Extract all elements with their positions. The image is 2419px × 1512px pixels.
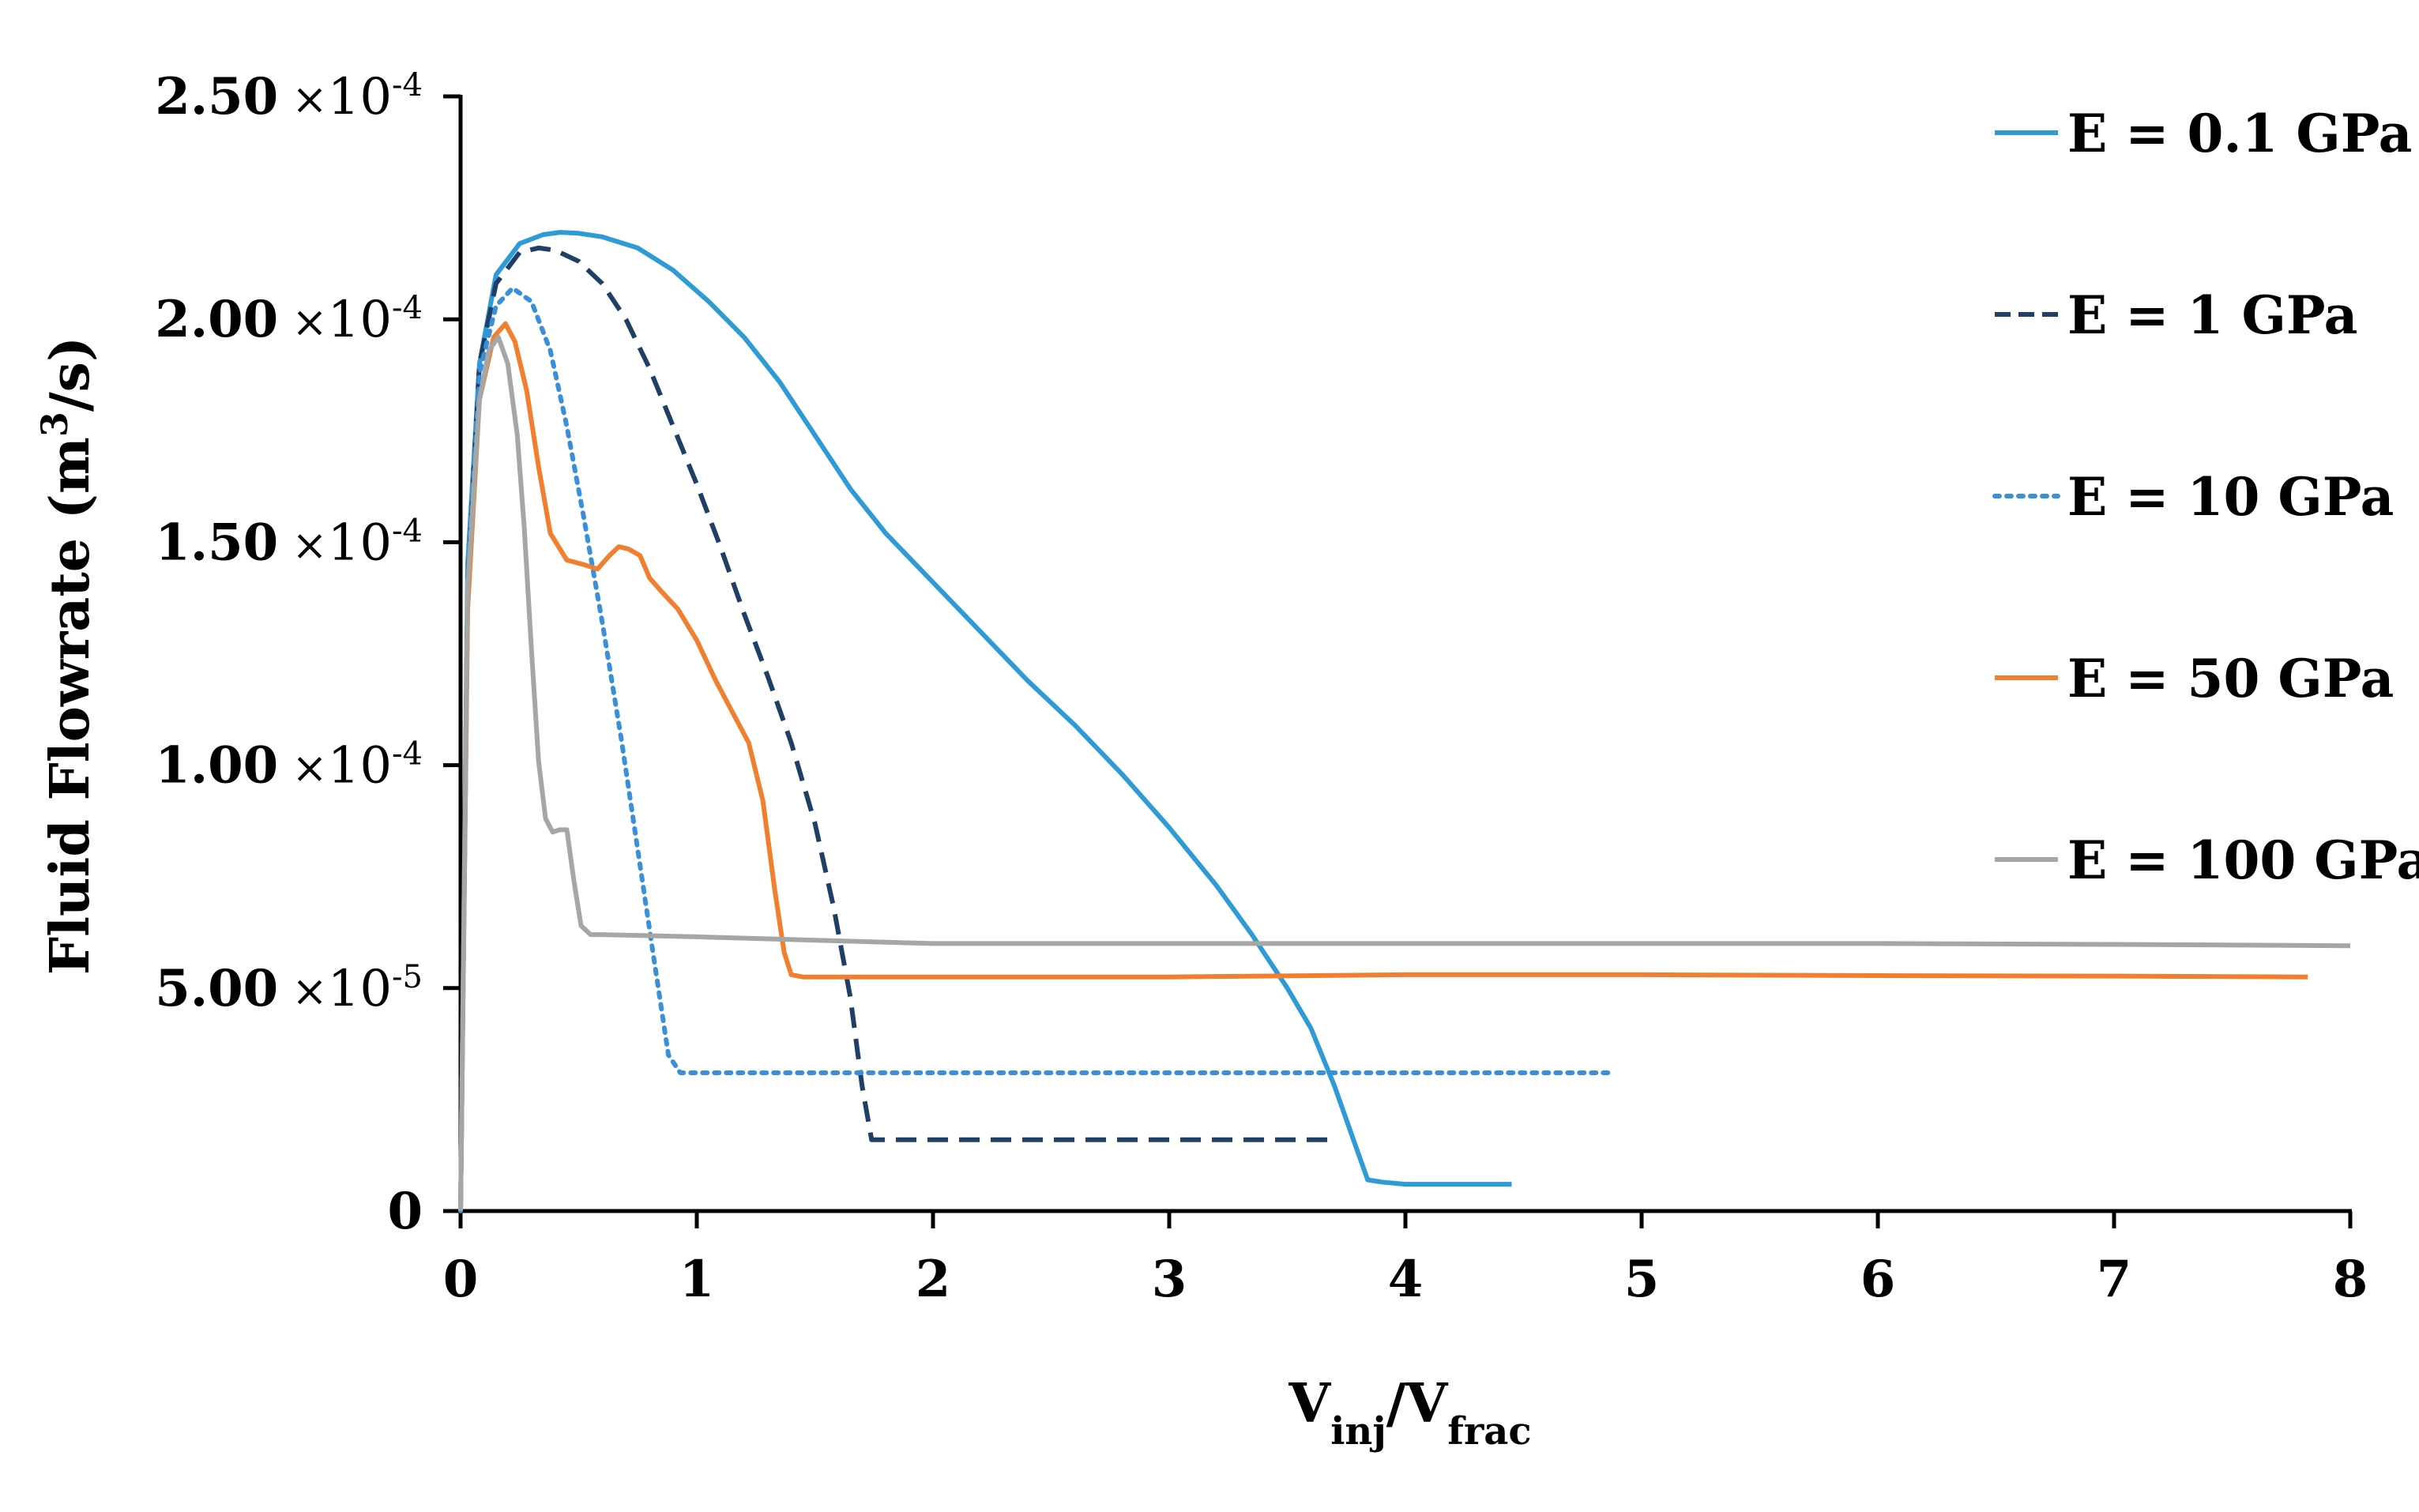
- legend-label-1: E = 0.1 GPa: [2067, 103, 2412, 164]
- y-tick-label: 0: [387, 1182, 423, 1241]
- legend-label-5: E = 100 GPa: [2067, 829, 2419, 891]
- x-tick-label: 4: [1388, 1250, 1424, 1309]
- x-tick-label: 1: [679, 1250, 715, 1309]
- x-tick-labels: 0 1 2 3 4 5 6 7 8: [443, 1211, 2368, 1309]
- y-tick-labels: 0 5.00 ×10-5 1.00 ×10-4 1.50 ×10-4 2.00 ×10-…: [155, 67, 461, 1241]
- x-tick-label: 0: [443, 1250, 479, 1309]
- legend-label-2: E = 1 GPa: [2067, 284, 2357, 346]
- series-line-3: [458, 285, 1614, 1213]
- x-tick-label: 2: [916, 1250, 951, 1309]
- legend-label-4: E = 50 GPa: [2067, 648, 2394, 709]
- series-line-2: [458, 245, 1335, 1212]
- x-tick-label: 5: [1624, 1250, 1660, 1309]
- series-line-5: [458, 334, 2351, 1212]
- y-axis-label: Fluid Flowrate (m3/s): [33, 337, 102, 975]
- y-tick-label: 5.00 ×10-5: [155, 959, 423, 1018]
- x-tick-label: 8: [2333, 1250, 2368, 1309]
- legend-label-3: E = 10 GPa: [2067, 466, 2394, 528]
- series-lines: [458, 230, 2351, 1213]
- legend: E = 0.1 GPa E = 1 GPa E = 10 GPa E = 50 GPa…: [1992, 103, 2419, 891]
- y-tick-label: 2.00 ×10-4: [155, 290, 423, 349]
- y-tick-label: 1.50 ×10-4: [155, 513, 423, 572]
- series-line-4: [458, 321, 2308, 1212]
- x-tick-label: 7: [2097, 1250, 2132, 1309]
- x-tick-label: 6: [1860, 1250, 1896, 1309]
- y-tick-label: 1.00 ×10-4: [155, 736, 423, 795]
- series-line-1: [458, 230, 1512, 1212]
- x-axis-label: Vinj/Vfrac: [1288, 1372, 1531, 1454]
- y-tick-label: 2.50 ×10-4: [155, 67, 423, 126]
- x-tick-label: 3: [1152, 1250, 1187, 1309]
